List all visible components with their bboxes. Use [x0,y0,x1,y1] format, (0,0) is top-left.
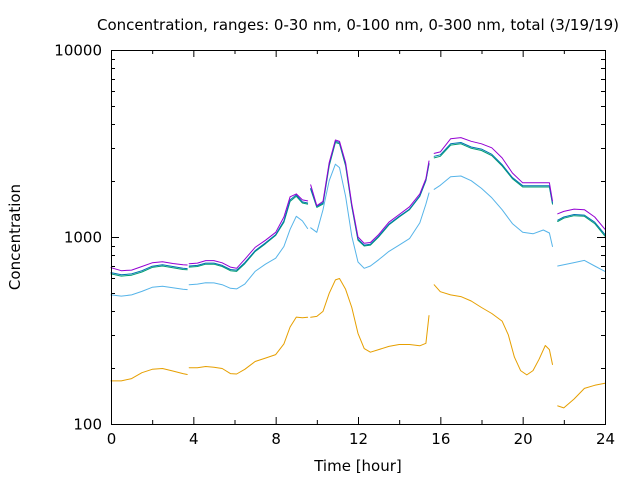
series-1-segment-2 [188,316,309,375]
series-5-segment-3 [310,139,430,244]
series-3-segment-2 [188,195,309,272]
series-4-segment-5 [557,214,606,236]
series-1-segment-5 [557,382,606,409]
series-2-segment-4 [433,175,553,247]
series-group [110,137,606,409]
plot-frame [111,50,606,425]
series-3-segment-3 [310,142,430,247]
series-1-segment-4 [433,284,553,376]
x-tick-label: 4 [189,430,199,448]
series-1-segment-1 [110,368,188,382]
series-5-segment-1 [110,261,188,272]
series-1-segment-3 [310,278,430,353]
y-tick-label: 100 [73,416,102,434]
x-axis-title: Time [hour] [313,457,402,475]
series-2-segment-2 [188,215,309,290]
y-tick-label: 1000 [64,229,102,247]
series-5-segment-5 [557,208,606,230]
x-tick-label: 16 [431,430,450,448]
series-4-segment-1 [110,264,188,276]
series-2-segment-3 [310,163,430,269]
series-3-segment-4 [433,143,553,205]
axis-ticks: 0 4 8 12 16 20 24 100 1000 10000 [54,42,615,449]
series-5-segment-4 [433,137,553,202]
x-tick-label: 0 [107,430,117,448]
series-4-segment-2 [188,194,309,271]
series-5-segment-2 [188,193,309,269]
series-2-segment-1 [110,285,188,297]
chart-title: Concentration, ranges: 0-30 nm, 0-100 nm… [97,16,619,34]
x-tick-label: 8 [271,430,281,448]
x-tick-label: 24 [596,430,615,448]
series-2-segment-5 [557,259,606,272]
y-tick-label: 10000 [54,42,102,60]
series-3-segment-5 [557,215,606,237]
series-3-segment-1 [110,265,188,277]
series-4-segment-4 [433,142,553,204]
y-axis-title: Concentration [6,184,24,290]
series-4-segment-3 [310,140,430,246]
x-tick-label: 20 [514,430,533,448]
x-tick-label: 12 [349,430,368,448]
